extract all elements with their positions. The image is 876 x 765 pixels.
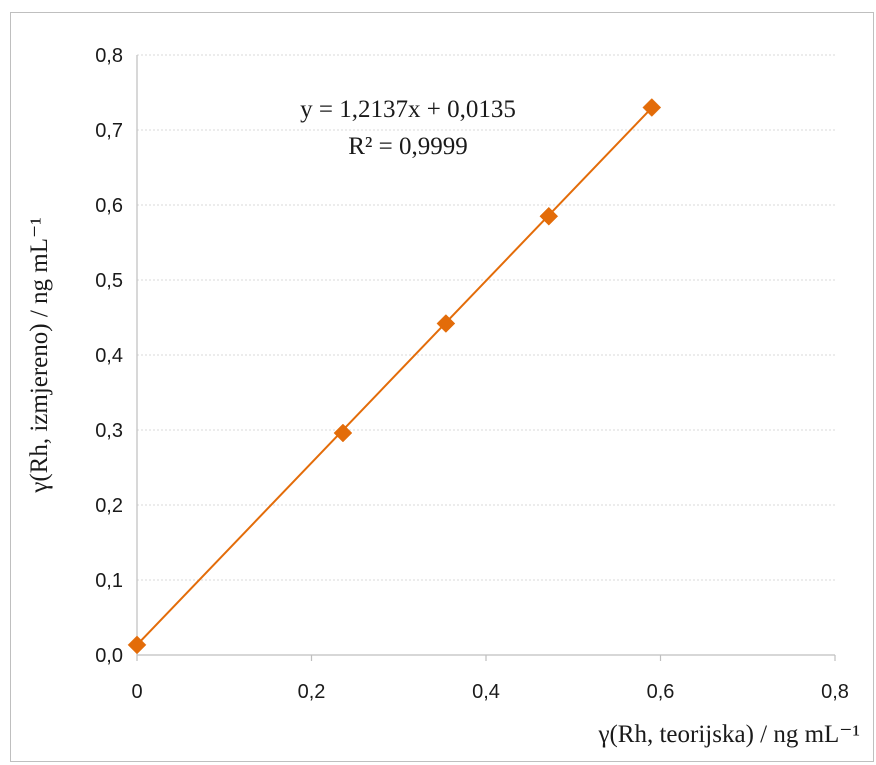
x-tick-label: 0 [131, 681, 142, 703]
data-point [642, 98, 662, 117]
chart-frame [10, 12, 874, 762]
trendline [136, 107, 653, 646]
r-squared-label: R² = 0,9999 [348, 133, 468, 160]
gridlines [137, 54, 835, 581]
y-tick-label: 0,3 [95, 420, 123, 442]
y-tick-label: 0,7 [95, 120, 123, 142]
y-tick-label: 0,2 [95, 495, 123, 517]
data-point [539, 206, 559, 226]
x-tick-label: 0,2 [298, 681, 326, 703]
x-tick-label: 0,8 [821, 681, 849, 703]
y-tick-label: 0,5 [95, 270, 123, 292]
y-tick-label: 0,8 [95, 45, 123, 67]
data-points [127, 98, 662, 655]
y-tick-label: 0,4 [95, 345, 123, 367]
y-tick-labels: 0,0 0,1 0,2 0,3 0,4 0,5 0,6 0,7 0,8 [95, 45, 123, 667]
x-tick-label: 0,4 [472, 681, 500, 703]
x-tick-label: 0,6 [647, 681, 675, 703]
data-point [333, 423, 353, 443]
y-tick-label: 0,6 [95, 195, 123, 217]
y-tick-label: 0,0 [95, 645, 123, 667]
y-axis-label: γ(Rh, izmjereno) / ng mL⁻¹ [26, 217, 53, 493]
x-tick-labels: 0 0,2 0,4 0,6 0,8 [131, 681, 848, 703]
x-axis-label: γ(Rh, teorijska) / ng mL⁻¹ [597, 721, 860, 748]
y-tick-label: 0,1 [95, 570, 123, 592]
trendline-equation: y = 1,2137x + 0,0135 [300, 96, 516, 123]
axes [136, 55, 836, 661]
data-point [127, 635, 147, 655]
data-point [436, 314, 456, 333]
